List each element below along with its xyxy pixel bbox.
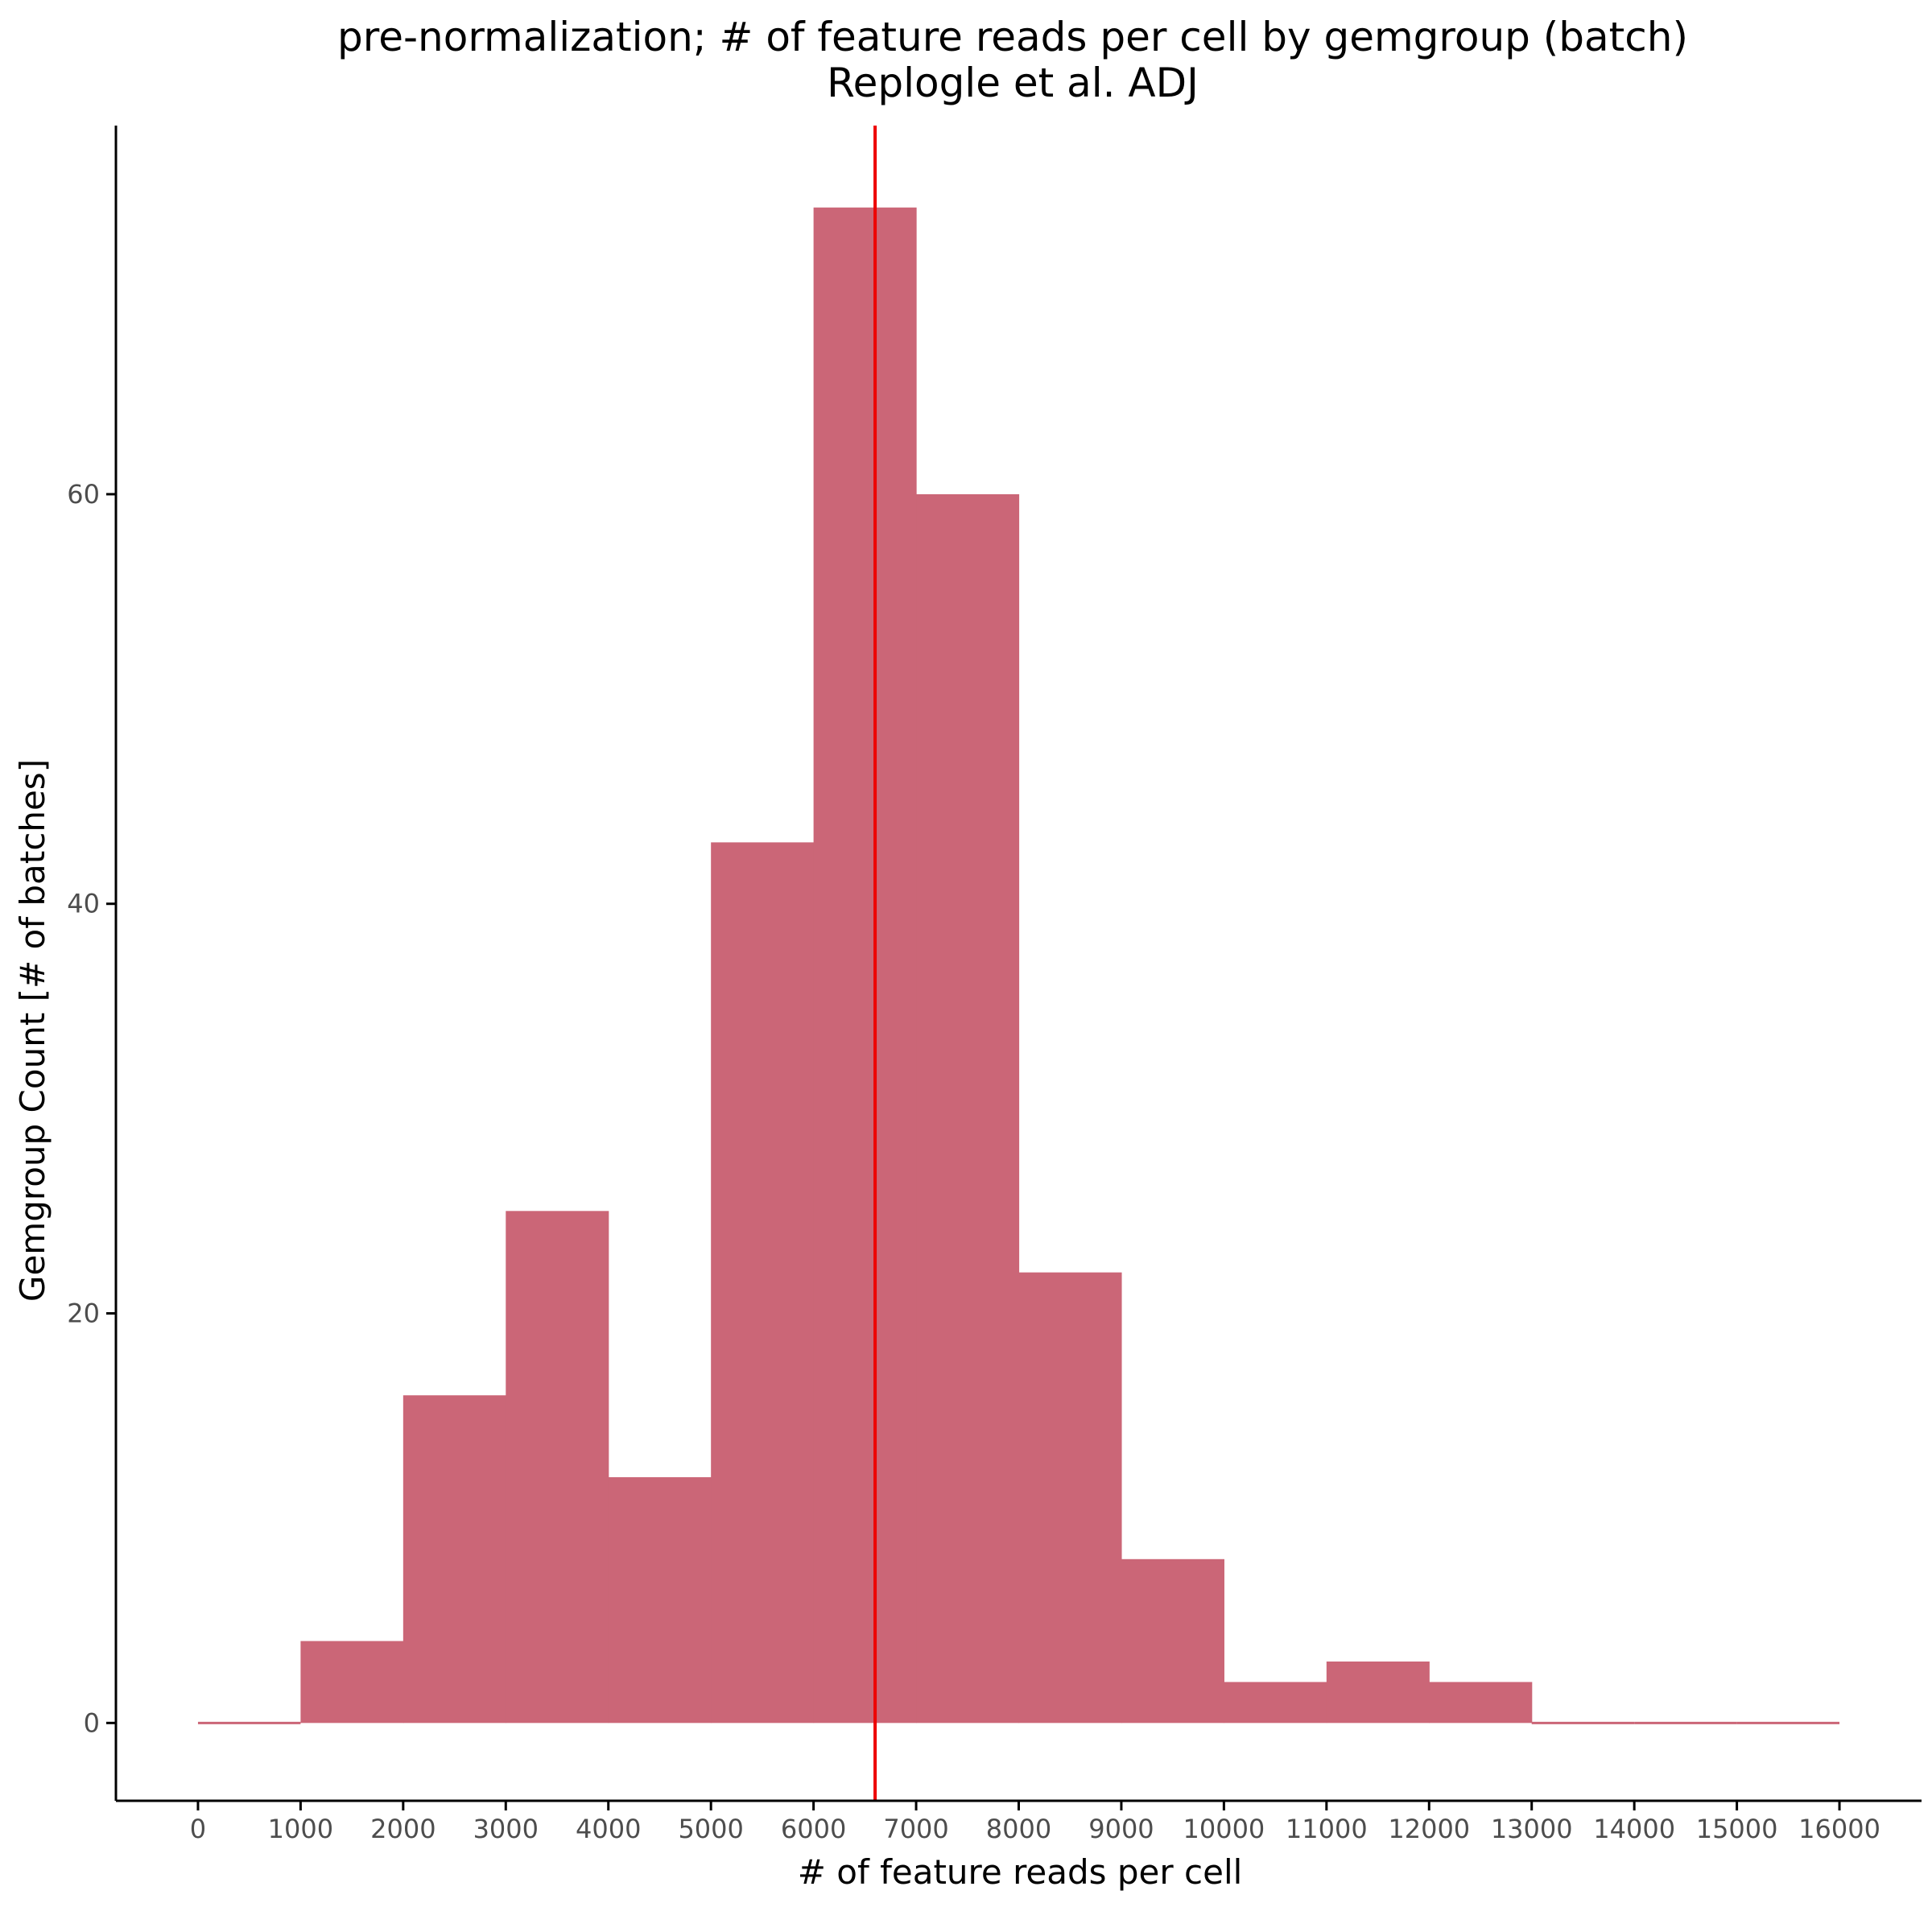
- histogram-bar: [711, 842, 814, 1723]
- histogram-chart: pre-normalization; # of feature reads pe…: [0, 0, 1932, 1932]
- y-tick-label: 60: [67, 479, 100, 510]
- y-tick-label: 20: [67, 1298, 100, 1329]
- histogram-bar: [403, 1395, 506, 1723]
- x-axis-title: # of feature reads per cell: [798, 1852, 1243, 1892]
- histogram-bar: [814, 208, 917, 1724]
- x-tick-label: 5000: [678, 1814, 743, 1844]
- y-tick-label: 0: [84, 1707, 100, 1738]
- histogram-bar: [1121, 1559, 1224, 1724]
- x-tick-label: 3000: [473, 1814, 539, 1844]
- x-tick-label: 4000: [576, 1814, 641, 1844]
- histogram-bar: [300, 1641, 403, 1724]
- x-tick-label: 8000: [986, 1814, 1051, 1844]
- histogram-bar: [506, 1211, 609, 1723]
- y-axis-ticks: 0 20 40 60: [67, 479, 116, 1738]
- x-tick-label: 9000: [1088, 1814, 1154, 1844]
- histogram-bar: [1429, 1682, 1532, 1723]
- x-tick-label: 16000: [1798, 1814, 1880, 1844]
- x-tick-label: 10000: [1183, 1814, 1265, 1844]
- x-axis-ticks: 0 1000 2000 3000 4000 5000 6000 7000 8000 9000 100…: [190, 1801, 1880, 1844]
- y-tick-label: 40: [67, 889, 100, 919]
- x-tick-label: 0: [190, 1814, 206, 1844]
- x-tick-label: 14000: [1593, 1814, 1675, 1844]
- histogram-bar: [916, 494, 1019, 1723]
- x-tick-label: 13000: [1491, 1814, 1573, 1844]
- histogram-bar: [1224, 1682, 1327, 1723]
- histogram-bar: [1019, 1273, 1122, 1724]
- chart-title: pre-normalization; # of feature reads pe…: [337, 14, 1688, 60]
- x-tick-label: 7000: [883, 1814, 948, 1844]
- histogram-bars: [198, 208, 1839, 1724]
- x-tick-label: 6000: [781, 1814, 846, 1844]
- chart-subtitle: Replogle et al. ADJ: [827, 60, 1199, 106]
- histogram-bar: [609, 1477, 712, 1723]
- y-axis-title: Gemgroup Count [# of batches]: [13, 759, 52, 1302]
- x-tick-label: 15000: [1696, 1814, 1778, 1844]
- histogram-bar: [1327, 1662, 1430, 1723]
- x-tick-label: 2000: [370, 1814, 436, 1844]
- x-tick-label: 11000: [1286, 1814, 1368, 1844]
- x-tick-label: 12000: [1388, 1814, 1470, 1844]
- x-tick-label: 1000: [268, 1814, 333, 1844]
